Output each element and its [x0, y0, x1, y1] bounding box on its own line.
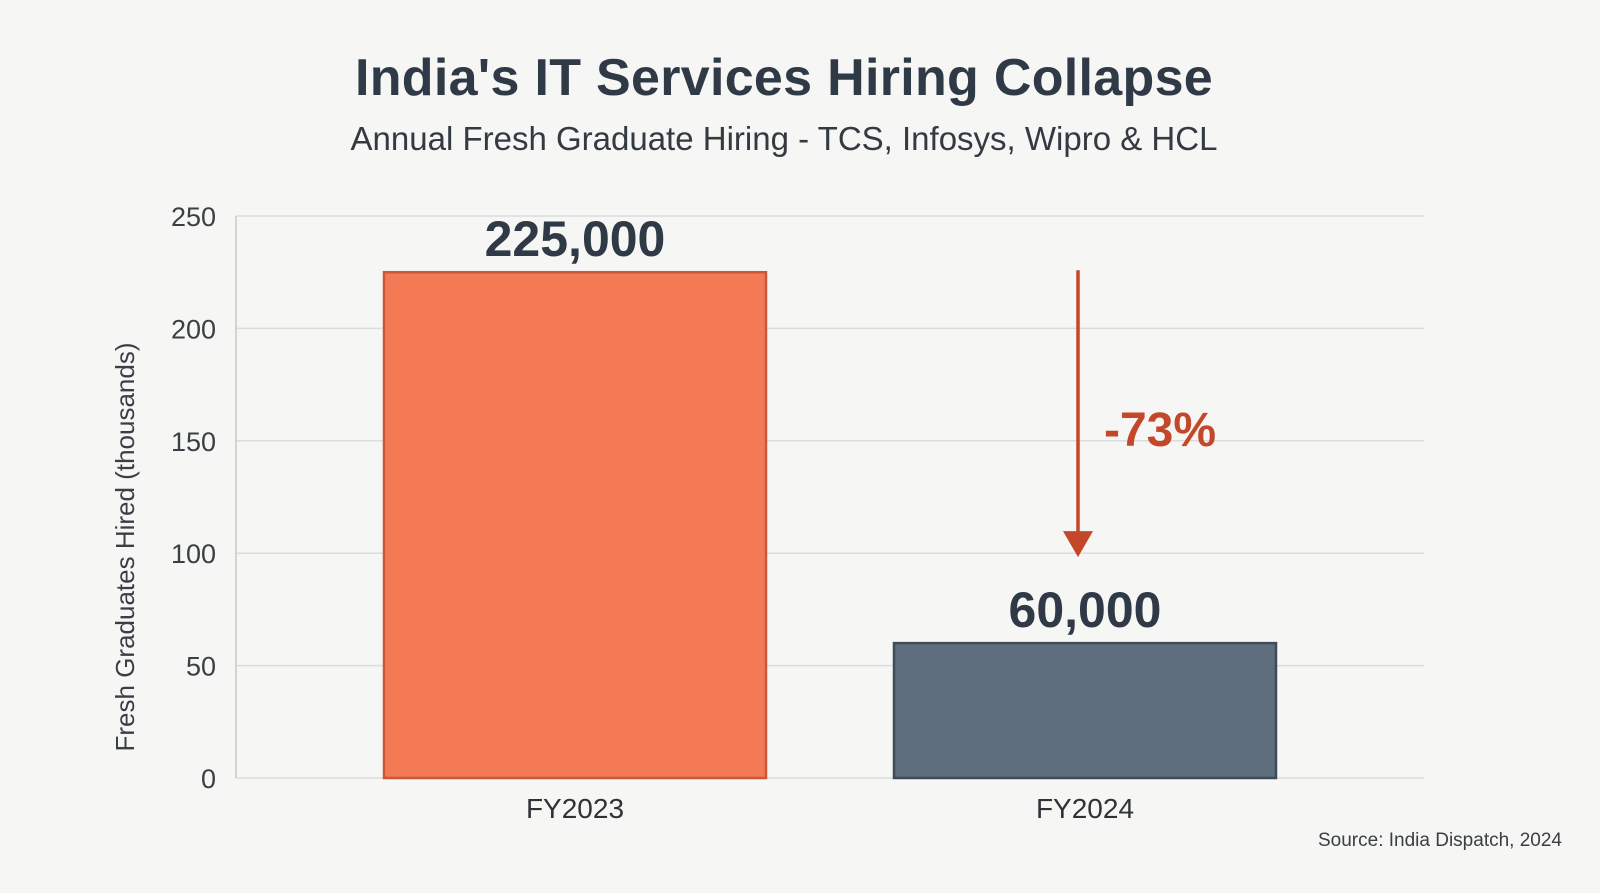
x-tick-label-fy2024: FY2024 [1036, 793, 1134, 824]
y-tick-label: 0 [201, 764, 216, 794]
decline-annotation-label: -73% [1104, 404, 1216, 457]
y-tick-label: 50 [186, 652, 216, 682]
y-tick-label: 150 [171, 427, 216, 457]
chart-title: India's IT Services Hiring Collapse [354, 49, 1214, 107]
source-note: Source: India Dispatch, 2024 [1318, 830, 1562, 851]
y-axis-label: Fresh Graduates Hired (thousands) [110, 343, 140, 752]
bar-fy2024 [892, 641, 1278, 780]
chart-subtitle: Annual Fresh Graduate Hiring - TCS, Info… [350, 120, 1218, 157]
y-tick-label: 250 [171, 202, 216, 232]
x-tick-label-fy2023: FY2023 [526, 793, 624, 824]
data-label-fy2024: 60,000 [1009, 582, 1162, 638]
bar-fy2023 [382, 270, 768, 780]
y-tick-label: 100 [171, 539, 216, 569]
decline-arrow-head [1063, 531, 1093, 558]
y-tick-label: 200 [171, 314, 216, 344]
data-label-fy2023: 225,000 [485, 211, 666, 267]
